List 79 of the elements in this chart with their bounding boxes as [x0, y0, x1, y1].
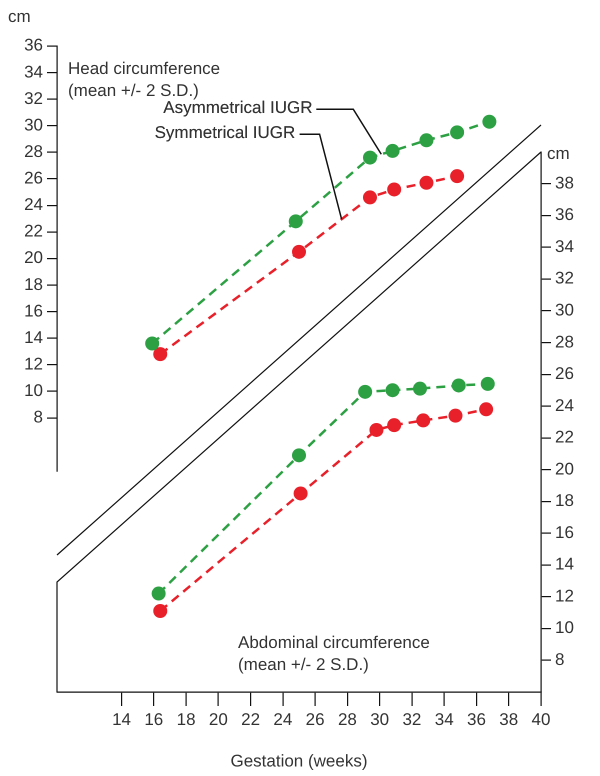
x-tick-label: 18 — [176, 710, 196, 729]
x-tick-label: 14 — [112, 710, 131, 729]
text: Symmetrical IUGR — [154, 123, 296, 144]
y-tick-label: 28 — [24, 142, 43, 161]
y2-tick-label: 14 — [555, 554, 574, 574]
point — [386, 383, 400, 398]
y2-tick-label: 22 — [555, 428, 574, 447]
y-tick-label: 22 — [24, 222, 43, 241]
point — [362, 190, 377, 204]
x-tick-label: 32 — [402, 710, 422, 729]
y2-axis-title: cm — [547, 143, 570, 165]
text: Asymmetrical IUGR — [163, 98, 312, 118]
point — [413, 382, 427, 396]
y-tick-label: 32 — [24, 88, 43, 108]
point — [288, 214, 303, 228]
y-tick-label: 36 — [24, 36, 43, 55]
x-tick-label: 28 — [338, 710, 357, 729]
text: Head circumference (mean +/- 2 S.D.) — [68, 58, 222, 100]
y-tick-label: 8 — [34, 408, 43, 427]
y2-tick-label: 30 — [555, 300, 574, 320]
y-tick-label: 24 — [24, 195, 43, 214]
x-tick-label: 34 — [434, 710, 454, 729]
point — [292, 244, 306, 259]
point — [152, 586, 166, 601]
x-axis-title: Gestation (weeks) — [230, 751, 368, 770]
y2-tick-label: 38 — [555, 173, 574, 192]
y2-tick-label: 34 — [555, 236, 574, 256]
point — [292, 448, 306, 462]
point — [450, 169, 464, 184]
y-tick-label: 16 — [24, 301, 43, 320]
x-tick-label: 36 — [467, 710, 486, 729]
y2-tick-label: 26 — [555, 364, 574, 384]
point — [362, 150, 377, 165]
point — [448, 408, 462, 423]
y2-tick-label: 16 — [555, 522, 574, 542]
y-tick-label: 26 — [24, 168, 43, 188]
x-tick-label: 24 — [273, 710, 292, 729]
y-tick-label: 34 — [24, 62, 43, 82]
x-tick-label: 16 — [144, 710, 164, 729]
point — [358, 384, 372, 399]
point — [153, 347, 168, 362]
x-tick-label: 20 — [208, 710, 228, 729]
point — [419, 133, 434, 148]
y2-tick-label: 18 — [555, 491, 574, 510]
y2-tick-label: 28 — [555, 332, 574, 352]
y2-tick-label: 32 — [555, 268, 574, 288]
y-tick-label: 18 — [24, 274, 43, 294]
x-tick-label: 30 — [370, 710, 390, 729]
y-tick-label: 30 — [24, 115, 43, 134]
x-tick-label: 38 — [499, 710, 518, 729]
point — [386, 144, 400, 158]
point — [416, 413, 430, 428]
point — [369, 422, 384, 437]
y2-tick-label: 8 — [555, 650, 564, 669]
point — [480, 376, 495, 391]
point — [479, 402, 494, 416]
point — [482, 114, 496, 129]
point — [450, 125, 464, 140]
y-tick-label: 10 — [24, 381, 43, 400]
point — [153, 604, 168, 618]
point — [294, 486, 308, 500]
text: Abdominal circumference (mean +/- 2 S.D.) — [238, 632, 431, 676]
y-tick-label: 20 — [24, 248, 43, 268]
point — [387, 182, 402, 196]
y2-tick-label: 12 — [555, 586, 574, 606]
y2-tick-label: 10 — [555, 618, 574, 638]
point — [387, 418, 402, 432]
y-tick-label: 12 — [24, 354, 43, 374]
y2-tick-label: 36 — [555, 205, 574, 224]
x-tick-label: 40 — [532, 710, 550, 729]
point — [452, 378, 466, 392]
y2-tick-label: 20 — [555, 459, 574, 478]
y2-tick-label: 24 — [555, 396, 574, 415]
y-axis-title: cm — [8, 6, 31, 28]
x-tick-label: 22 — [241, 710, 260, 729]
point — [145, 336, 160, 350]
point — [419, 176, 434, 190]
y-tick-label: 14 — [24, 328, 43, 347]
x-tick-label: 26 — [306, 710, 325, 729]
